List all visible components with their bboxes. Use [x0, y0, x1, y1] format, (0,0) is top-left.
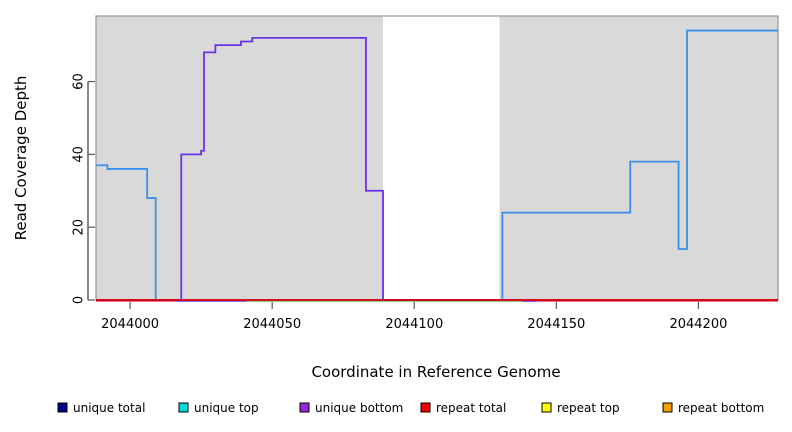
y-tick-label-20: 20 [72, 219, 87, 236]
y-axis: 0 20 40 60 [72, 73, 95, 304]
legend-label-unique-total[interactable]: unique total [73, 401, 145, 415]
legend-swatch-unique-total[interactable] [57, 402, 68, 413]
x-tick-label-2044100: 2044100 [385, 317, 443, 332]
plot-background-regions [95, 15, 779, 300]
x-tick-label-2044150: 2044150 [527, 317, 585, 332]
legend-label-unique-top[interactable]: unique top [194, 401, 259, 415]
legend-swatch-unique-bottom[interactable] [299, 402, 310, 413]
plot-panel-border [95, 15, 779, 300]
chart-legend: unique total unique top unique bottom repea… [57, 401, 764, 415]
shaded-region-left [96, 16, 384, 300]
y-tick-label-60: 60 [72, 73, 87, 90]
legend-swatch-unique-top[interactable] [178, 402, 189, 413]
legend-swatch-repeat-bottom[interactable] [662, 402, 673, 413]
x-tick-label-2044000: 2044000 [101, 317, 159, 332]
legend-label-repeat-top[interactable]: repeat top [557, 401, 620, 415]
white-gap-region [383, 16, 500, 300]
shaded-region-right [499, 16, 778, 300]
legend-label-repeat-total[interactable]: repeat total [436, 401, 506, 415]
x-tick-label-2044200: 2044200 [669, 317, 727, 332]
y-tick-label-0: 0 [72, 296, 87, 304]
legend-label-repeat-bottom[interactable]: repeat bottom [678, 401, 764, 415]
legend-swatch-repeat-top[interactable] [541, 402, 552, 413]
y-tick-label-40: 40 [72, 146, 87, 163]
x-axis: 2044000 2044050 2044100 2044150 2044200 [101, 302, 727, 332]
y-axis-title: Read Coverage Depth [12, 76, 30, 241]
x-axis-title: Coordinate in Reference Genome [311, 363, 560, 381]
series-line-unique-bottom [96, 36, 778, 301]
x-tick-label-2044050: 2044050 [243, 317, 301, 332]
coverage-series-group [96, 29, 778, 301]
legend-swatch-repeat-total[interactable] [420, 402, 431, 413]
legend-label-unique-bottom[interactable]: unique bottom [315, 401, 403, 415]
